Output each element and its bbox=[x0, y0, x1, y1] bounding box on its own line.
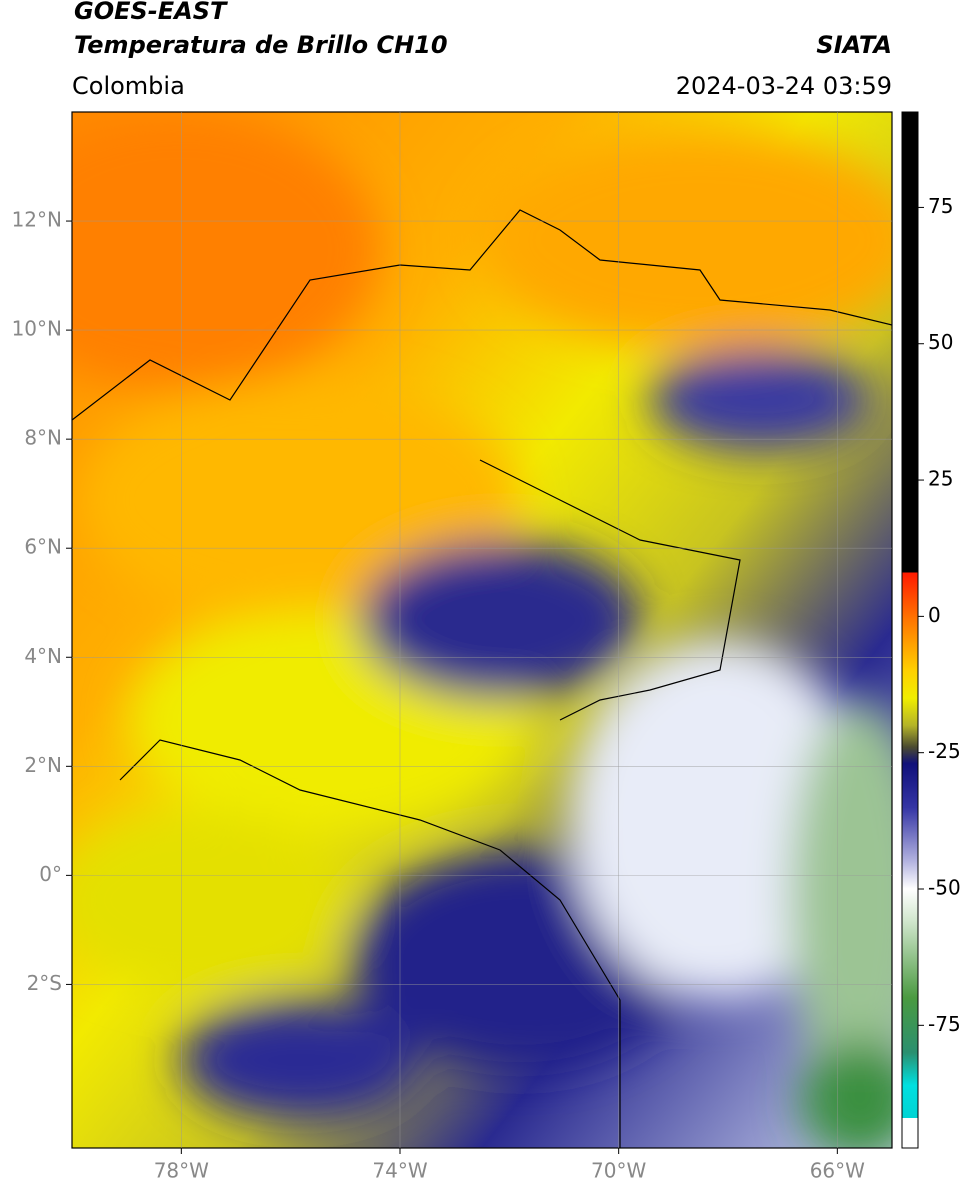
colorbar-tick-label: -75 bbox=[928, 1012, 961, 1036]
source: SIATA bbox=[816, 31, 892, 59]
x-tick-label: 74°W bbox=[372, 1159, 427, 1183]
y-tick-label: 10°N bbox=[12, 317, 62, 341]
map-frame bbox=[71, 111, 893, 1149]
y-tick-label: 4°N bbox=[24, 644, 62, 668]
y-tick-label: 0° bbox=[39, 862, 62, 886]
y-tick-label: 12°N bbox=[12, 208, 62, 232]
satellite-image bbox=[72, 112, 892, 1148]
colorbar-tick-label: 0 bbox=[928, 603, 941, 627]
y-tick-label: 6°N bbox=[24, 535, 62, 559]
x-tick-label: 78°W bbox=[154, 1159, 209, 1183]
colorbar-tick-label: 75 bbox=[928, 194, 953, 218]
x-tick-label: 66°W bbox=[810, 1159, 865, 1183]
colorbar bbox=[901, 111, 919, 1149]
datetime: 2024-03-24 03:59 bbox=[676, 72, 892, 100]
y-tick-label: 2°S bbox=[27, 971, 62, 995]
y-tick-label: 2°N bbox=[24, 753, 62, 777]
colorbar-tick-label: -50 bbox=[928, 876, 961, 900]
title: GOES-EAST bbox=[74, 0, 228, 25]
colorbar-tick-label: 25 bbox=[928, 467, 953, 491]
colorbar-tick-label: -25 bbox=[928, 739, 961, 763]
subtitle: Temperatura de Brillo CH10 bbox=[74, 31, 448, 59]
x-tick-label: 70°W bbox=[591, 1159, 646, 1183]
y-tick-label: 8°N bbox=[24, 426, 62, 450]
colorbar-tick-label: 50 bbox=[928, 330, 953, 354]
region: Colombia bbox=[72, 72, 185, 100]
